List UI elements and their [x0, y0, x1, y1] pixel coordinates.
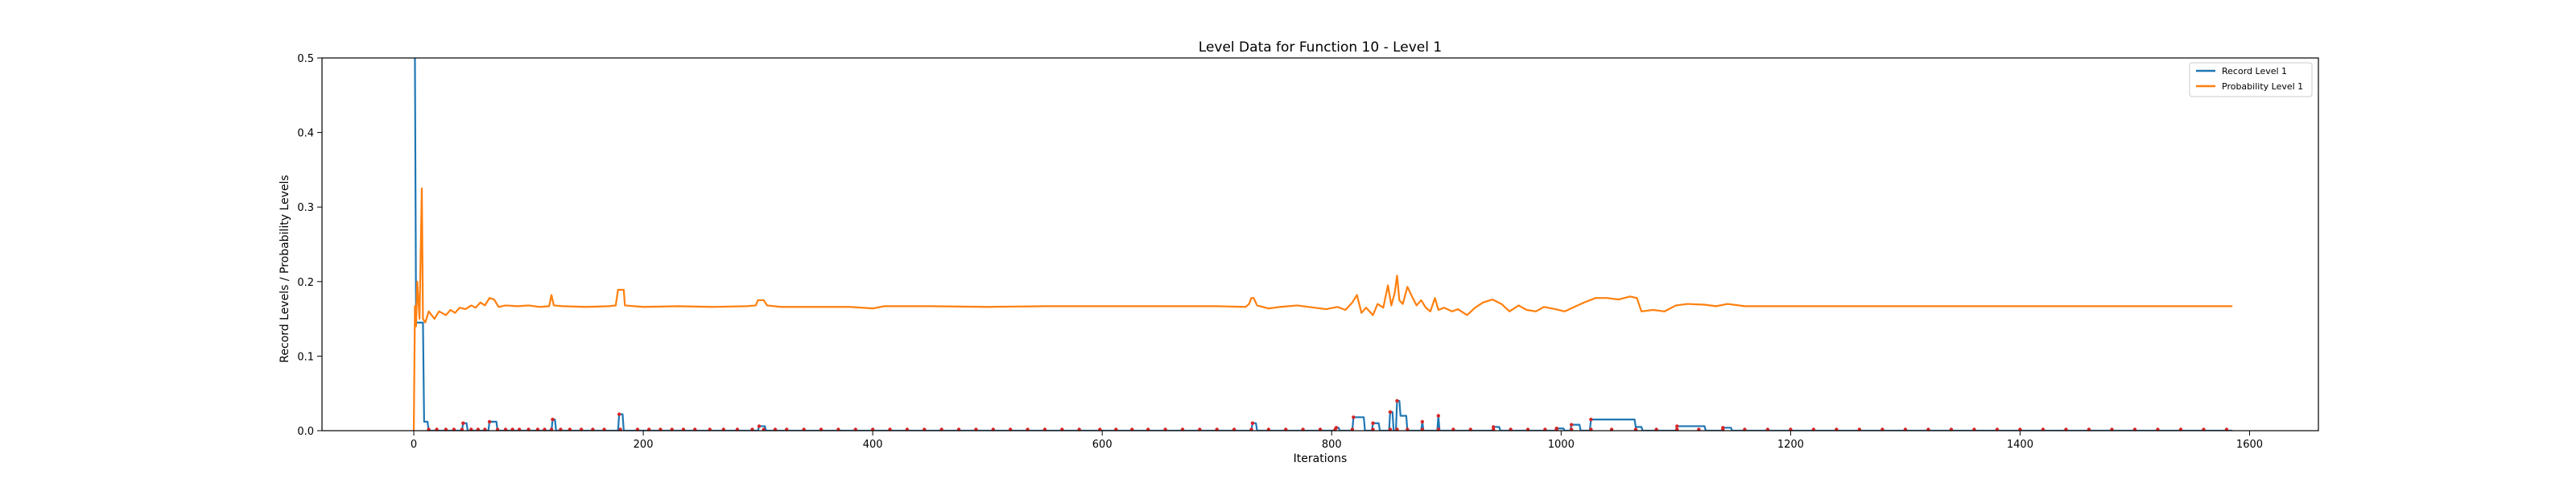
record-point-marker: [1420, 419, 1425, 424]
record-point-marker: [1436, 414, 1441, 418]
y-tick-label: 0.5: [297, 53, 314, 65]
record-point-marker: [1352, 415, 1356, 419]
x-tick-label: 1600: [2236, 439, 2263, 451]
y-tick-label: 0.2: [297, 277, 314, 289]
x-tick-label: 1200: [1777, 439, 1804, 451]
record-point-marker: [1569, 423, 1574, 427]
x-tick-label: 1400: [2007, 439, 2033, 451]
y-axis-ticks: 0.0 0.1 0.2 0.3 0.4 0.5: [297, 53, 322, 438]
record-point-marker: [1250, 421, 1255, 425]
x-axis-label: Iterations: [1294, 452, 1348, 465]
y-axis-label: Record Levels / Probability Levels: [279, 175, 291, 362]
record-point-marker: [1492, 425, 1496, 429]
x-tick-label: 800: [1322, 439, 1342, 451]
marker-layer: [427, 398, 2229, 431]
chart-title: Level Data for Function 10 - Level 1: [1199, 39, 1442, 56]
legend-label-record: Record Level 1: [2222, 66, 2287, 76]
y-tick-label: 0.0: [297, 426, 314, 438]
record-point-marker: [487, 419, 492, 424]
plot-frame: [321, 57, 2319, 431]
record-point-marker: [1334, 426, 1339, 430]
record-point-marker: [1395, 398, 1399, 403]
record-point-marker: [617, 412, 621, 416]
record-point-marker: [1721, 426, 1725, 430]
record-point-marker: [551, 417, 555, 422]
record-point-marker: [461, 421, 465, 425]
series-line-record-level: [414, 58, 2233, 431]
record-point-marker: [1554, 427, 1558, 431]
legend-box: [2189, 62, 2313, 97]
legend-label-probability: Probability Level 1: [2222, 81, 2303, 92]
y-tick-label: 0.4: [297, 128, 314, 140]
series-line-probability-level: [412, 187, 2233, 431]
x-tick-label: 0: [411, 439, 417, 451]
record-point-marker: [1589, 417, 1593, 422]
y-tick-label: 0.3: [297, 202, 314, 214]
x-tick-label: 400: [863, 439, 883, 451]
record-point-marker: [1675, 424, 1679, 428]
record-point-marker: [1388, 410, 1393, 415]
legend: Record Level 1 Probability Level 1: [2189, 62, 2313, 97]
x-tick-label: 600: [1092, 439, 1113, 451]
x-tick-label: 200: [634, 439, 654, 451]
record-point-marker: [757, 424, 762, 428]
record-point-marker: [1371, 421, 1375, 425]
x-tick-label: 1000: [1548, 439, 1575, 451]
y-tick-label: 0.1: [297, 351, 314, 363]
series-layer: [412, 58, 2233, 431]
x-axis-ticks: 0 200 400 600 800 1000 1200 1400 1600: [411, 431, 2263, 451]
